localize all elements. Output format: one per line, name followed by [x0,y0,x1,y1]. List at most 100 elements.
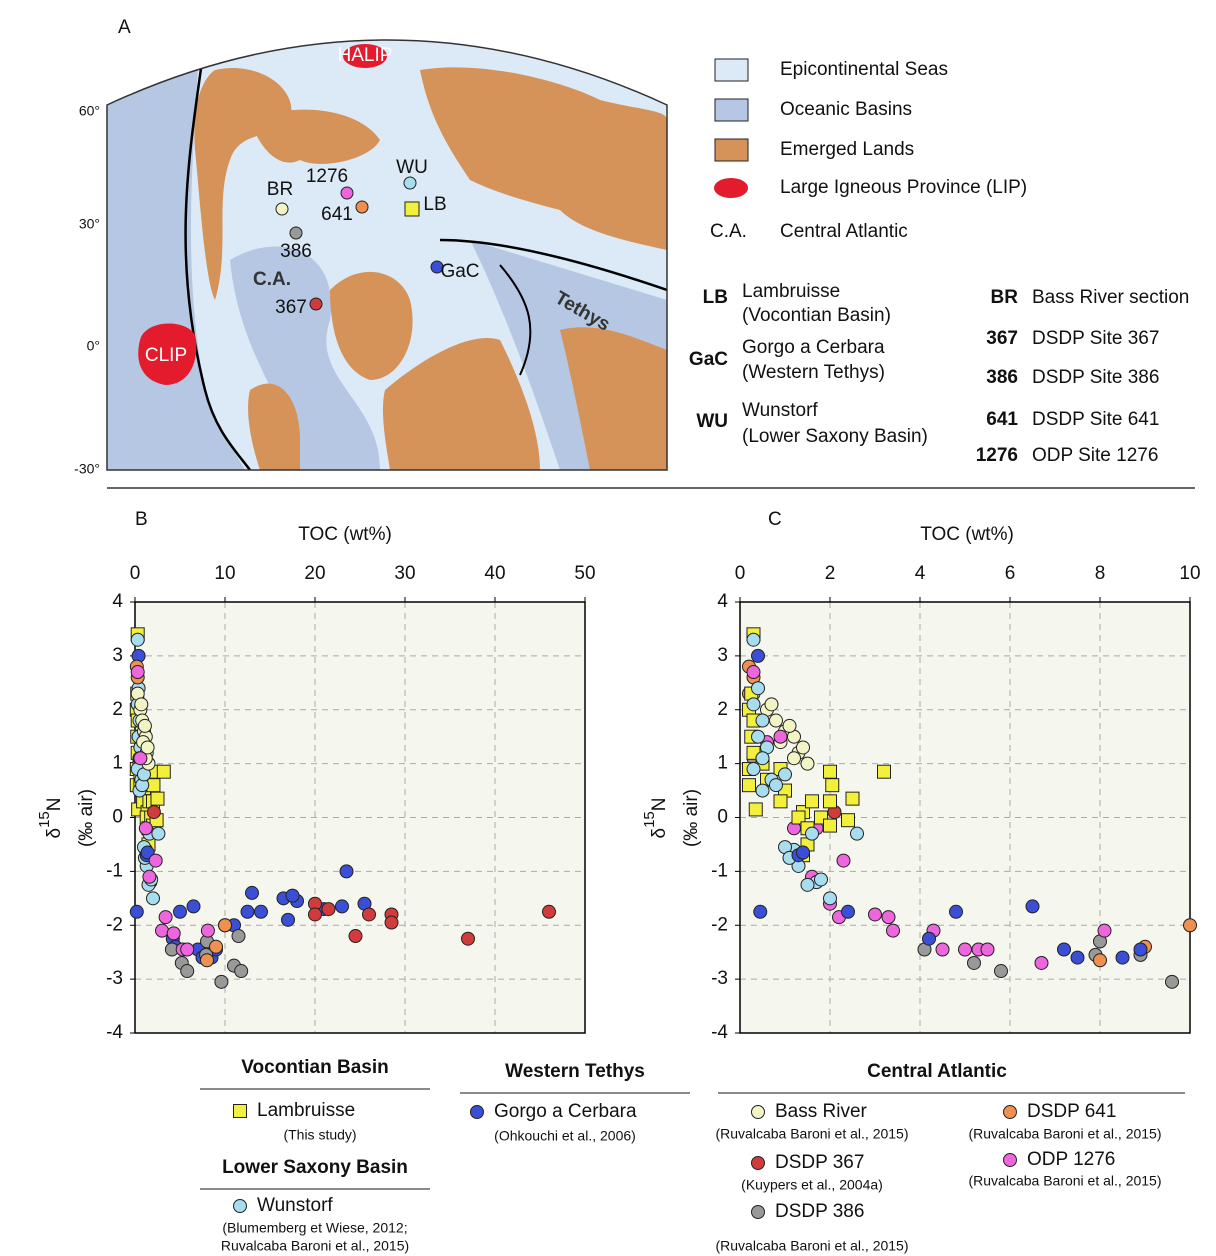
lip [138,323,197,385]
data-point [1183,918,1197,933]
legend-label: Central Atlantic [780,221,908,242]
legend-label: Oceanic Basins [780,99,912,120]
legend-label: Wunstorf [257,1195,333,1216]
y-axis-superscript: 15 [36,811,53,828]
data-point [1097,923,1112,938]
data-point [209,939,223,954]
data-point [841,904,855,919]
site-label: 641 [321,204,353,225]
legend-label: Lambruisse [257,1100,355,1121]
data-point [845,791,860,806]
panel-label: C [768,509,782,530]
land [560,327,667,470]
y-axis-title: δ15N [36,798,65,839]
y-tick-label: -2 [106,914,123,935]
latitude-label: 30° [79,216,100,232]
data-point [231,929,246,944]
abbreviation-text: Wunstorf [742,400,818,421]
abbreviation-code: 641 [986,409,1018,430]
abbreviation-text: Gorgo a Cerbara [742,337,885,358]
data-point [958,942,972,957]
map [107,40,667,470]
data-point [787,751,801,766]
panel-label: B [135,509,148,530]
site-marker [340,186,354,200]
data-point [850,826,864,841]
region-label: C.A. [253,269,291,290]
data-point [254,904,268,919]
data-point [130,665,145,680]
y-axis-title: δ15N [641,798,670,839]
data-point [823,794,837,809]
data-point [800,756,815,771]
data-point [150,791,165,806]
data-point [142,869,157,884]
legend-swatch [714,138,749,162]
legend-citation: (This study) [283,1127,356,1143]
data-point [156,764,171,779]
legend-label: DSDP 367 [775,1152,864,1173]
site-label: 386 [280,241,312,262]
legend-marker [751,1105,765,1119]
data-point [151,826,166,841]
site-label: 367 [275,297,307,318]
y-tick-label: 2 [717,699,728,720]
data-point [200,923,215,938]
legend-label: ODP 1276 [1027,1149,1115,1170]
data-point [180,964,195,979]
legend-swatch [714,58,749,82]
y-axis-symbol: δ [44,828,65,839]
data-point [140,740,155,755]
land [382,338,540,470]
data-point [1133,942,1148,957]
data-point [935,942,950,957]
x-tick-label: 20 [304,563,325,584]
y-tick-label: -1 [106,860,123,881]
y-axis-superscript: 15 [641,811,658,828]
y-tick-label: -4 [106,1022,123,1043]
site-label: BR [267,179,293,200]
legend-group-title: Vocontian Basin [241,1057,388,1078]
x-tick-label: 0 [735,563,746,584]
data-point [200,953,214,968]
legend-citation: (Ruvalcaba Baroni et al., 2015) [716,1126,909,1142]
legend-swatch [714,178,748,198]
data-point [755,713,770,728]
data-point [800,877,815,892]
plot-frame [134,601,586,1034]
y-tick-label: 4 [112,591,123,612]
y-tick-label: 4 [717,591,728,612]
map-frame [106,39,668,471]
land [330,271,413,380]
y-tick-label: -1 [711,860,728,881]
data-point [769,778,783,793]
data-point [980,942,995,957]
data-point [796,740,810,755]
data-point [746,697,761,712]
legend-citation: Ruvalcaba Baroni et al., 2015) [221,1238,409,1254]
legend-marker [1003,1153,1017,1167]
y-tick-label: -2 [711,914,728,935]
y-axis-units: (‰ air) [76,789,97,847]
data-point [841,813,855,828]
x-tick-label: 10 [214,563,235,584]
legend-marker [470,1105,484,1119]
abbreviation-code: WU [696,411,728,432]
abbreviation-code: 367 [986,328,1018,349]
legend-group-title: Central Atlantic [867,1061,1007,1082]
site-label: LB [423,194,446,215]
legend-citation: (Ruvalcaba Baroni et al., 2015) [716,1238,909,1254]
land [248,383,300,470]
legend-marker [233,1104,247,1118]
abbreviation-text: ODP Site 1276 [1032,445,1158,466]
lip-label: CLIP [145,345,187,366]
data-point [461,931,475,946]
data-point [791,810,806,825]
data-point [173,904,187,919]
legend-citation: (Kuypers et al., 2004a) [741,1177,883,1193]
data-point [240,904,255,919]
abbreviation-text: Bass River section [1032,287,1189,308]
x-axis-title: TOC (wt%) [920,524,1014,545]
x-tick-label: 40 [484,563,505,584]
